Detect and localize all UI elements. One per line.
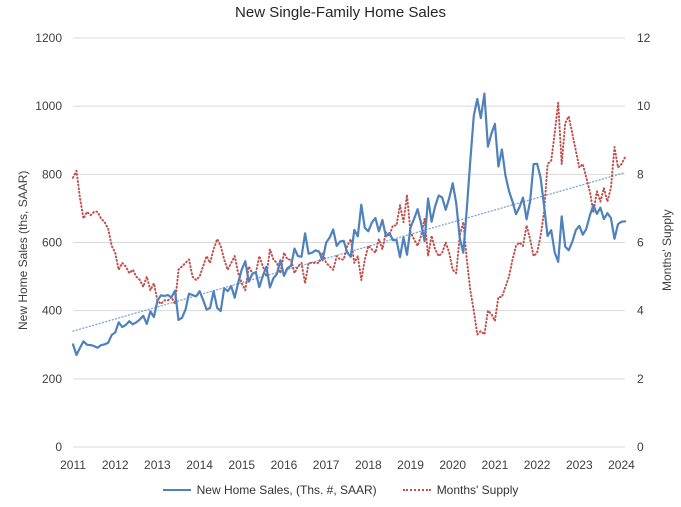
right-axis-tick-label: 12 bbox=[637, 31, 651, 45]
x-axis-tick-label: 2022 bbox=[524, 458, 551, 472]
left-axis-tick-label: 0 bbox=[55, 440, 62, 454]
supply-dotted-swatch-icon bbox=[402, 489, 431, 491]
x-axis-tick-label: 2023 bbox=[566, 458, 593, 472]
right-axis-tick-label: 4 bbox=[637, 304, 644, 318]
legend: New Home Sales, (Ths. #, SAAR) Months' S… bbox=[0, 481, 681, 499]
x-axis-tick-label: 2019 bbox=[397, 458, 424, 472]
x-axis-tick-label: 2020 bbox=[439, 458, 466, 472]
left-axis-tick-label: 1200 bbox=[35, 31, 62, 45]
x-axis-tick-label: 2021 bbox=[482, 458, 509, 472]
x-axis-tick-label: 2015 bbox=[228, 458, 255, 472]
left-axis-tick-label: 400 bbox=[42, 304, 62, 318]
legend-label-supply: Months' Supply bbox=[436, 483, 519, 497]
right-axis-tick-label: 6 bbox=[637, 236, 644, 250]
x-axis-tick-label: 2011 bbox=[60, 458, 86, 472]
legend-item-supply: Months' Supply bbox=[402, 483, 519, 497]
left-axis-tick-label: 1000 bbox=[35, 99, 62, 113]
left-axis-tick-label: 800 bbox=[42, 167, 62, 181]
right-axis-tick-label: 10 bbox=[637, 99, 651, 113]
legend-item-sales: New Home Sales, (Ths. #, SAAR) bbox=[162, 483, 377, 497]
series-line-new-home-sales bbox=[71, 92, 627, 357]
legend-label-sales: New Home Sales, (Ths. #, SAAR) bbox=[196, 483, 377, 497]
series-line-months-supply bbox=[72, 101, 626, 336]
right-axis-tick-label: 2 bbox=[637, 372, 644, 386]
x-axis-tick-label: 2013 bbox=[144, 458, 171, 472]
x-axis-tick-label: 2017 bbox=[313, 458, 340, 472]
x-axis-tick-label: 2018 bbox=[355, 458, 382, 472]
x-axis-tick-label: 2014 bbox=[186, 458, 213, 472]
right-axis-tick-label: 8 bbox=[637, 167, 644, 181]
x-axis-tick-label: 2012 bbox=[102, 458, 129, 472]
trendline bbox=[72, 171, 626, 332]
x-axis-tick-label: 2016 bbox=[271, 458, 298, 472]
left-axis-tick-label: 600 bbox=[42, 236, 62, 250]
sales-line-swatch-icon bbox=[162, 489, 191, 491]
right-axis-tick-label: 0 bbox=[637, 440, 644, 454]
x-axis-tick-label: 2024 bbox=[608, 458, 635, 472]
chart-title: New Single-Family Home Sales bbox=[235, 4, 446, 21]
left-axis-tick-label: 200 bbox=[42, 372, 62, 386]
